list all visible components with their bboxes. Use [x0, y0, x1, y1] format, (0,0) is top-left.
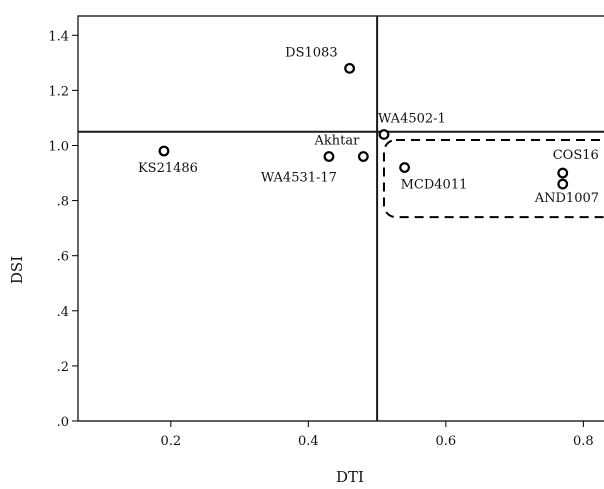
point-label: COS16 — [553, 148, 599, 163]
point-label: Akhtar — [314, 134, 361, 149]
point-label: DS1083 — [285, 45, 337, 60]
y-tick-label: 1.0 — [48, 139, 69, 154]
x-tick-label: 0.2 — [160, 434, 181, 449]
scatter-point — [378, 129, 390, 140]
y-tick-label: .4 — [57, 305, 69, 320]
y-tick-label: 1.4 — [48, 29, 69, 44]
y-tick-label: .0 — [57, 415, 69, 430]
x-tick-label: 0.6 — [436, 434, 457, 449]
plot-frame — [77, 15, 604, 422]
x-tick-label: 0.4 — [298, 434, 319, 449]
y-tick-label: 1.2 — [48, 84, 69, 99]
scatter-point — [557, 178, 569, 190]
scatter-point — [357, 151, 369, 162]
scatter-point — [344, 62, 355, 74]
point-label: KS21486 — [138, 161, 198, 176]
y-tick-label: .6 — [57, 250, 69, 265]
point-label: AND1007 — [534, 191, 599, 206]
y-tick-label: .2 — [57, 360, 69, 375]
plot-area: .0 .2 .4 .6 .8 1.0 1.2 1.4 0.2 0.4 0.6 0.8 DS1083 WA4… — [48, 15, 604, 449]
scatter-point — [557, 167, 569, 179]
x-tick-label: 0.8 — [573, 434, 594, 449]
point-label: MCD4011 — [401, 178, 468, 193]
highlight-group-box — [382, 138, 604, 219]
y-axis-title: DSI — [8, 256, 26, 284]
scatter-point — [158, 145, 170, 157]
x-axis-title: DTI — [336, 468, 364, 486]
scatter-point — [323, 151, 335, 162]
scatter-point — [399, 162, 411, 173]
point-label: WA4502-1 — [378, 111, 446, 126]
point-label: WA4531-17 — [261, 171, 337, 186]
y-tick-label: .8 — [57, 195, 69, 210]
